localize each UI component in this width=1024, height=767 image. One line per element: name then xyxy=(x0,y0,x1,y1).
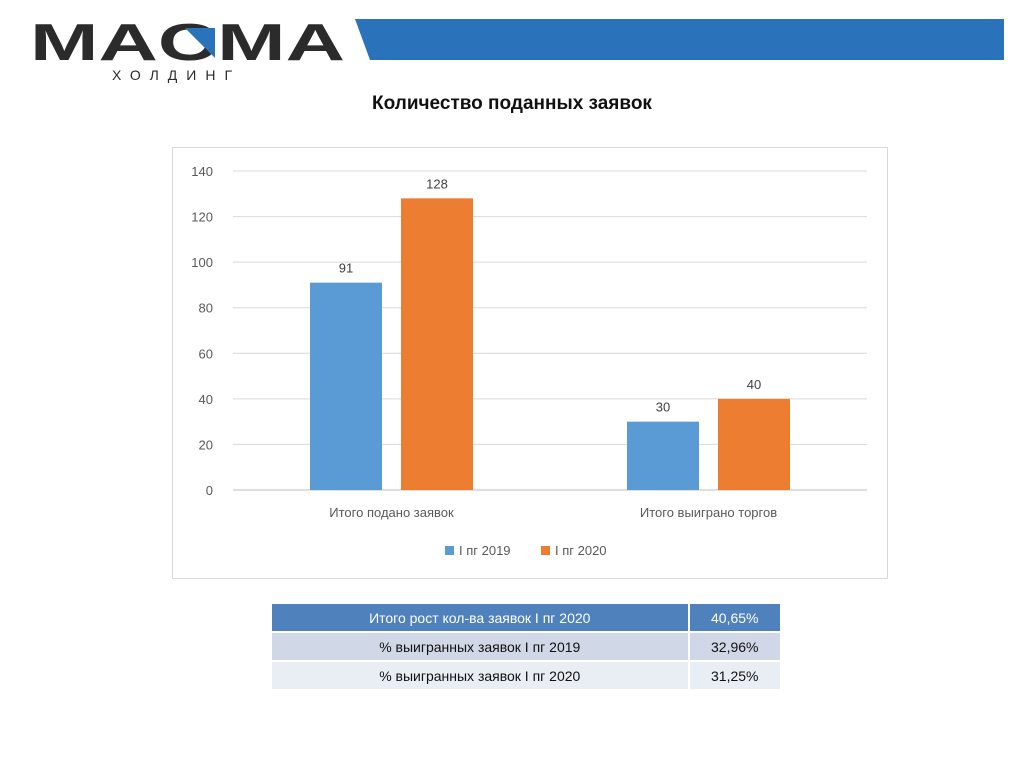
table-cell: 32,96% xyxy=(687,631,782,662)
table-row: % выигранных заявок I пг 2019 32,96% xyxy=(270,631,782,662)
svg-text:MACMA: MACMA xyxy=(30,14,345,72)
legend-label: I пг 2019 xyxy=(459,543,511,558)
table-cell: 40,65% xyxy=(687,602,782,633)
bar xyxy=(401,198,473,490)
data-label: 91 xyxy=(339,261,353,276)
y-tick-label: 60 xyxy=(199,346,213,361)
slide-title: Количество поданных заявок xyxy=(372,93,652,114)
y-tick-label: 40 xyxy=(199,392,213,407)
data-label: 128 xyxy=(426,176,448,191)
svg-text:ХОЛДИНГ: ХОЛДИНГ xyxy=(112,67,241,83)
summary-table: Итого рост кол-ва заявок I пг 2020 40,65%… xyxy=(270,602,782,691)
y-tick-label: 140 xyxy=(191,164,213,179)
data-label: 40 xyxy=(747,377,761,392)
table-cell: 31,25% xyxy=(687,660,782,691)
table-cell: % выигранных заявок I пг 2020 xyxy=(270,660,690,691)
table-cell: % выигранных заявок I пг 2019 xyxy=(270,631,690,662)
company-logo: MACMA ХОЛДИНГ xyxy=(30,14,345,83)
chart: 0 20 40 60 80 100 120 140 Итого подано заявок 91 1… xyxy=(172,147,888,579)
y-tick-label: 20 xyxy=(199,437,213,452)
bar xyxy=(718,398,790,490)
y-tick-label: 120 xyxy=(191,210,213,225)
bar xyxy=(627,421,699,490)
table-cell: Итого рост кол-ва заявок I пг 2020 xyxy=(270,602,690,633)
legend-label: I пг 2020 xyxy=(555,543,607,558)
header-band xyxy=(355,19,1004,60)
y-tick-label: 80 xyxy=(199,301,213,316)
y-tick-label: 100 xyxy=(191,255,213,270)
legend-swatch xyxy=(541,546,550,555)
table-row: % выигранных заявок I пг 2020 31,25% xyxy=(270,660,782,691)
data-label: 30 xyxy=(656,400,670,415)
bar xyxy=(310,282,382,490)
legend-swatch xyxy=(445,546,454,555)
x-tick-label: Итого подано заявок xyxy=(329,505,454,520)
table-row: Итого рост кол-ва заявок I пг 2020 40,65% xyxy=(270,602,782,633)
x-tick-label: Итого выиграно торгов xyxy=(640,505,777,520)
y-tick-label: 0 xyxy=(206,483,213,498)
